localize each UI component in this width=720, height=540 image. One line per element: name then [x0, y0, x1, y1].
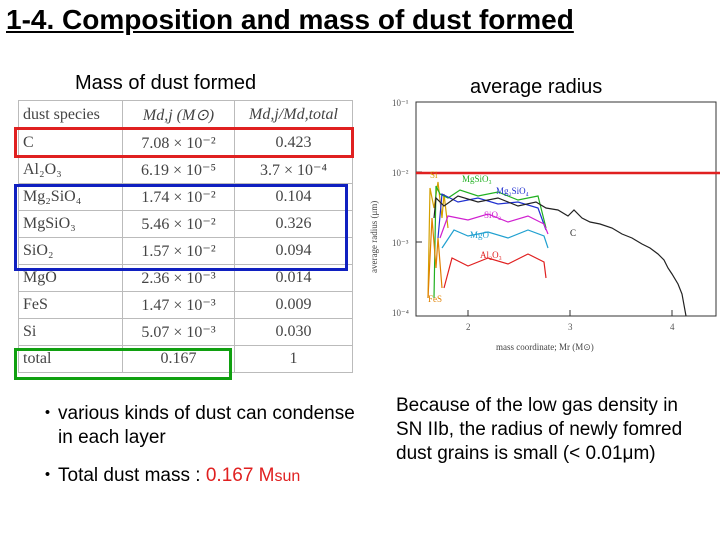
cell-species: FeS — [18, 291, 123, 319]
x-axis-label: mass coordinate; Mr (M⊙) — [496, 342, 594, 352]
explanation-note: Because of the low gas density in SN IIb… — [396, 395, 683, 464]
bullet-list: ・ various kinds of dust can condense in … — [38, 402, 368, 503]
solar-mass-subscript: sun — [274, 468, 301, 485]
header-fraction: Md,j/Md,total — [234, 100, 353, 130]
dust-mass-table: dust species Md,j (M⊙) Md,j/Md,total C 7.… — [18, 100, 353, 373]
xtick-label: 3 — [568, 322, 573, 332]
slide-title: 1-4. Composition and mass of dust formed — [6, 4, 574, 35]
c-curve — [433, 195, 687, 317]
cell-species: Al₂O₃ — [18, 156, 123, 184]
bullet-text: various kinds of dust can condense in ea… — [58, 403, 355, 448]
mgsio3-curve — [433, 185, 547, 299]
bullet-item: ・ Total dust mass : 0.167 Msun — [38, 464, 368, 489]
table-row: C 7.08 × 10⁻² 0.423 — [18, 129, 353, 157]
ytick-label: 10⁻⁴ — [392, 308, 409, 318]
header-species: dust species — [18, 100, 123, 130]
cell-mass: 5.46 × 10⁻² — [122, 210, 235, 238]
ytick-label: 10⁻¹ — [392, 98, 409, 108]
average-radius-graph: 10⁻¹ 10⁻² 10⁻³ 10⁻⁴ 2 3 4 average radius… — [369, 98, 720, 352]
al2o3-curve — [443, 253, 547, 289]
cell-mass: 7.08 × 10⁻² — [122, 129, 235, 157]
xtick-label: 4 — [670, 322, 675, 332]
ytick-label: 10⁻³ — [392, 238, 409, 248]
curve-label-al2o3: Al₂O₃ — [480, 250, 502, 260]
curve-label-mg2sio4: Mg₂SiO₄ — [496, 186, 529, 196]
sio2-curve — [439, 213, 549, 239]
carbon-highlight-box — [14, 127, 354, 158]
plot-frame — [415, 101, 717, 317]
curve-label-sio2: SiO₂ — [484, 210, 501, 220]
curve-label-mgsio3: MgSiO₃ — [462, 174, 492, 184]
mg2sio4-curve — [437, 193, 547, 239]
cell-fraction: 0.094 — [234, 237, 353, 265]
bullet-item: ・ various kinds of dust can condense in … — [38, 402, 368, 450]
table-row: Mg₂SiO₄ 1.74 × 10⁻² 0.104 — [18, 183, 353, 211]
cell-species: MgSiO₃ — [18, 210, 123, 238]
y-axis-label: average radius (μm) — [369, 201, 379, 273]
graph-subtitle: average radius — [470, 76, 603, 98]
table-subtitle: Mass of dust formed — [75, 72, 257, 94]
cell-mass: 1.47 × 10⁻³ — [122, 291, 235, 319]
curve-label-c: C — [570, 228, 576, 238]
ytick-label: 10⁻² — [392, 168, 409, 178]
cell-mass: 5.07 × 10⁻³ — [122, 318, 235, 346]
mgo-curve — [441, 229, 549, 249]
fes-curve — [427, 217, 443, 299]
cell-mass: 6.19 × 10⁻⁵ — [122, 156, 235, 184]
curve-label-fes: FeS — [428, 294, 442, 304]
cell-fraction: 0.030 — [234, 318, 353, 346]
cell-species: SiO₂ — [18, 237, 123, 265]
table-row: FeS 1.47 × 10⁻³ 0.009 — [18, 291, 353, 319]
table-row: Si 5.07 × 10⁻³ 0.030 — [18, 318, 353, 346]
bullet-marker: ・ — [38, 403, 58, 424]
table-row: SiO₂ 1.57 × 10⁻² 0.094 — [18, 237, 353, 265]
cell-fraction: 1 — [234, 345, 353, 373]
cell-species: C — [18, 129, 123, 157]
table-row: Al₂O₃ 6.19 × 10⁻⁵ 3.7 × 10⁻⁴ — [18, 156, 353, 184]
dust-mass-table-panel: dust species Md,j (M⊙) Md,j/Md,total C 7.… — [14, 100, 354, 380]
bullet-marker: ・ — [38, 465, 58, 486]
silicate-highlight-box — [14, 184, 348, 271]
total-mass-value: 0.167 M — [205, 465, 275, 486]
curve-label-mgo: MgO — [470, 230, 490, 240]
bullet-text: Total dust mass : — [58, 465, 206, 486]
si-curve — [427, 181, 449, 299]
curve-label-si: Si — [430, 170, 438, 180]
cell-fraction: 0.009 — [234, 291, 353, 319]
xtick-label: 2 — [466, 322, 471, 332]
table-header-row: dust species Md,j (M⊙) Md,j/Md,total — [18, 100, 353, 130]
header-mass: Md,j (M⊙) — [122, 100, 235, 130]
cell-species: Mg₂SiO₄ — [18, 183, 123, 211]
cell-species: Si — [18, 318, 123, 346]
total-highlight-box — [14, 348, 232, 380]
cell-fraction: 3.7 × 10⁻⁴ — [234, 156, 353, 184]
